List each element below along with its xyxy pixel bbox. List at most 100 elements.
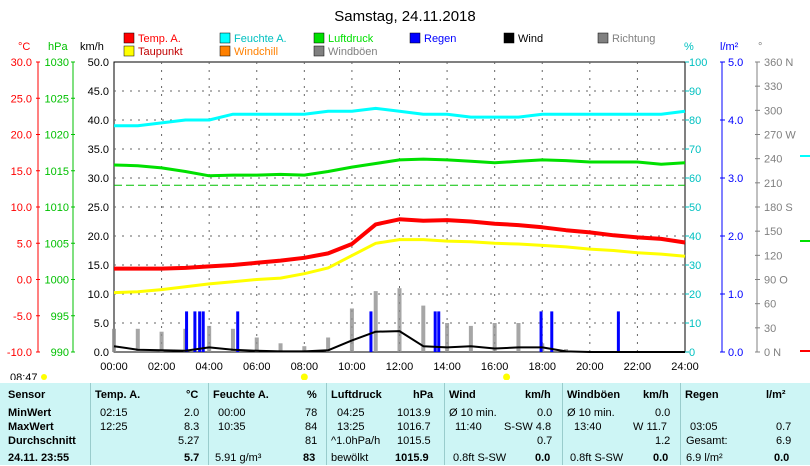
hum-tick-0: 100	[689, 57, 707, 69]
stats-avg-rain-value: 6.9	[776, 435, 792, 447]
press-tick-2: 1020	[45, 130, 69, 142]
rain-bar-7	[437, 311, 441, 352]
temp-tick-4: 10.0	[11, 202, 32, 214]
hum-tick-1: 90	[689, 86, 701, 98]
legend-label-4: Wind	[518, 33, 543, 45]
wind-tick-10: 0.0	[94, 347, 109, 359]
stats-current-abs-hum: 5.91 g/m³	[215, 452, 262, 464]
press-tick-6: 1000	[45, 275, 69, 287]
series-line-3	[113, 157, 686, 178]
dir-tick-4: 240	[764, 154, 782, 166]
hum-tick-6: 40	[689, 231, 701, 243]
series-line-4	[113, 330, 685, 353]
legend-label-3: Regen	[424, 33, 456, 45]
rain-bar-5	[369, 311, 373, 352]
wind-tick-2: 40.0	[88, 115, 109, 127]
legend-swatch-7	[219, 45, 231, 57]
series-line-1	[113, 238, 686, 295]
dir-tick-7: 150	[764, 226, 782, 238]
hum-tick-10: 0	[689, 347, 695, 359]
stats-min-temp-time: 02:15	[100, 407, 128, 419]
stats-header-wind: Wind	[449, 389, 476, 401]
stats-header-hum-unit: %	[307, 389, 317, 401]
hum-tick-5: 50	[689, 202, 701, 214]
stats-label-current: 24.11. 23:55	[8, 452, 70, 464]
legend-label-1: Feuchte A.	[234, 33, 287, 45]
gust-bar-13	[421, 305, 426, 352]
rain-tick-5: 0.0	[728, 347, 743, 359]
axis-unit-press: hPa	[48, 41, 68, 53]
axis-unit-hum: %	[684, 41, 694, 53]
stats-avg-temp-value: 5.27	[178, 435, 200, 447]
stats-header-row: Sensor Temp. A. °C Feuchte A. % Luftdruc…	[0, 389, 810, 403]
time-tick-6: 12:00	[386, 361, 414, 373]
stats-max-rain-value: 0.7	[776, 421, 792, 433]
stats-avg-press-trend: ^1.0hPa/h	[331, 435, 381, 447]
stats-row-avg: Durchschnitt 5.27 81 ^1.0hPa/h 1015.5 0.…	[0, 435, 810, 449]
edge-marker-hum	[800, 155, 810, 157]
gust-bar-2	[159, 331, 164, 352]
stats-max-temp-time: 12:25	[100, 421, 128, 433]
gust-bar-17	[516, 323, 521, 352]
temp-tick-1: 25.0	[11, 93, 32, 105]
stats-min-press-value: 1013.9	[397, 407, 431, 419]
time-tick-10: 20:00	[576, 361, 604, 373]
press-tick-8: 990	[51, 347, 69, 359]
rain-bar-4	[236, 311, 240, 352]
axis-unit-temp: °C	[18, 41, 30, 53]
gust-bar-0	[112, 328, 116, 352]
legend-swatch-5	[597, 32, 609, 44]
stats-max-hum-value: 84	[305, 421, 318, 433]
time-tick-5: 10:00	[338, 361, 366, 373]
gust-bar-15	[468, 325, 473, 352]
stats-header-hum: Feuchte A.	[213, 389, 269, 401]
stats-header-temp: Temp. A.	[95, 389, 141, 401]
time-tick-3: 06:00	[243, 361, 271, 373]
wind-tick-1: 45.0	[88, 86, 109, 98]
stats-max-gust-time: 13:40	[574, 421, 602, 433]
stats-min-gust-time: Ø 10 min.	[567, 407, 615, 419]
stats-header-press-unit: hPa	[413, 389, 434, 401]
stats-max-wind-detail: S-SW 4.8	[504, 421, 552, 433]
legend-swatch-2	[313, 32, 325, 44]
rain-tick-4: 1.0	[728, 289, 743, 301]
stats-current-rain-value: 0.0	[774, 452, 790, 464]
dir-tick-0: 360 N	[764, 57, 793, 69]
dir-tick-8: 120	[764, 250, 782, 262]
stats-min-temp-value: 2.0	[184, 407, 200, 419]
rain-bar-6	[433, 311, 437, 352]
sunrise-dot	[41, 374, 47, 380]
stats-current-gust-value: 0.0	[653, 452, 669, 464]
legend-swatch-4	[503, 32, 515, 44]
stats-max-gust-detail: W 11.7	[633, 421, 668, 433]
series-line-0	[114, 217, 686, 271]
time-tick-11: 22:00	[624, 361, 652, 373]
wind-tick-8: 10.0	[88, 289, 109, 301]
stats-max-hum-time: 10:35	[218, 421, 246, 433]
temp-tick-5: 5.0	[17, 238, 32, 250]
legend-swatch-8	[313, 45, 325, 57]
press-tick-1: 1025	[45, 93, 69, 105]
stats-header-wind-unit: km/h	[525, 389, 551, 401]
wind-tick-7: 15.0	[88, 260, 109, 272]
stats-row-max: MaxWert 12:25 8.3 10:35 84 13:25 1016.7 …	[0, 421, 810, 435]
legend-swatch-0	[123, 32, 135, 44]
stats-avg-wind-value: 0.7	[537, 435, 553, 447]
stats-row-min: MinWert 02:15 2.0 00:00 78 04:25 1013.9 …	[0, 407, 810, 421]
time-tick-1: 02:00	[148, 361, 176, 373]
press-tick-4: 1010	[45, 202, 69, 214]
gust-bar-8	[302, 346, 307, 352]
hum-tick-7: 30	[689, 260, 701, 272]
sun-marker-evening	[503, 373, 511, 381]
stats-header-temp-unit: °C	[186, 389, 199, 401]
stats-min-hum-value: 78	[305, 407, 318, 419]
legend-swatch-3	[409, 32, 421, 44]
stats-header-rain: Regen	[685, 389, 719, 401]
legend-label-0: Temp. A.	[138, 33, 181, 45]
stats-current-weather: bewölkt	[331, 452, 369, 464]
time-tick-12: 24:00	[671, 361, 699, 373]
rain-bar-1	[193, 311, 197, 352]
time-tick-9: 18:00	[528, 361, 556, 373]
dir-tick-3: 270 W	[764, 130, 796, 142]
stats-current-rain-total: 6.9 l/m²	[686, 452, 723, 464]
